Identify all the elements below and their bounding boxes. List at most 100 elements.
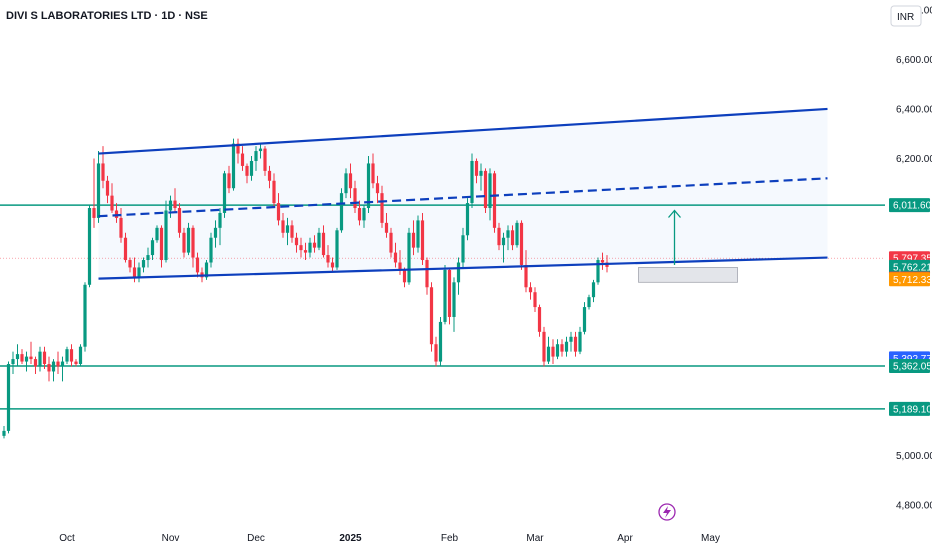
candle-body <box>285 225 290 233</box>
candle <box>389 227 393 258</box>
candle-body <box>326 255 330 263</box>
up-arrow-icon[interactable] <box>668 209 681 265</box>
candle-body <box>443 269 447 322</box>
candle <box>510 225 515 251</box>
candle <box>591 279 596 303</box>
candle-body <box>429 287 434 345</box>
candle-body <box>65 349 69 362</box>
candle <box>290 220 294 243</box>
candle <box>573 331 578 357</box>
candle <box>65 346 69 365</box>
candle-body <box>182 232 186 253</box>
candle <box>182 227 186 258</box>
currency-selector[interactable] <box>890 5 922 27</box>
candle-body <box>240 153 245 166</box>
candle <box>60 356 65 382</box>
candle <box>362 205 366 228</box>
candle-body <box>578 331 582 352</box>
candle <box>515 220 519 248</box>
channel-fill <box>98 108 828 279</box>
candle-body <box>105 180 110 196</box>
candle <box>461 227 465 268</box>
candle-body <box>492 173 497 228</box>
price-zone-box[interactable] <box>638 267 738 283</box>
candle <box>344 168 348 199</box>
candle-body <box>87 208 92 285</box>
candle <box>164 200 168 263</box>
channel-middle-line[interactable] <box>98 177 828 218</box>
candle <box>393 242 398 268</box>
candle-body <box>488 173 492 209</box>
candle <box>128 257 132 273</box>
candles-layer <box>2 138 609 439</box>
candle <box>141 257 146 273</box>
currency-label[interactable]: INR <box>897 12 914 23</box>
candle-body <box>110 195 114 211</box>
candle-body <box>29 356 33 360</box>
candle-body <box>204 262 209 278</box>
candle <box>371 153 375 189</box>
candle-body <box>474 160 479 176</box>
candle <box>308 237 312 258</box>
channel-upper-line[interactable] <box>98 107 828 155</box>
candle <box>168 195 173 218</box>
candle-body <box>348 173 353 189</box>
price-tag: 6,011.60 <box>889 198 932 213</box>
annotations-layer <box>638 209 738 521</box>
candle <box>2 425 6 439</box>
x-tick-label: May <box>701 533 720 544</box>
candle-body <box>209 237 213 263</box>
candle <box>240 146 245 171</box>
candle <box>443 264 447 325</box>
candle <box>447 267 452 325</box>
candle-body <box>389 232 393 253</box>
candle <box>213 220 218 248</box>
candle-body <box>312 242 317 248</box>
candle-body <box>191 227 195 258</box>
candle-body <box>15 354 20 360</box>
candle <box>438 316 443 367</box>
candle <box>357 200 362 226</box>
candle-body <box>465 203 470 236</box>
candle <box>326 245 330 268</box>
candle <box>159 225 164 268</box>
candle-body <box>600 260 605 263</box>
candle <box>74 359 78 367</box>
candle <box>416 215 420 253</box>
candle <box>380 185 384 228</box>
candle <box>407 227 411 285</box>
candle <box>353 180 357 213</box>
candle-body <box>398 262 402 270</box>
candle <box>470 153 474 209</box>
candle-body <box>321 232 326 256</box>
candle <box>366 156 371 213</box>
candle <box>186 222 191 256</box>
candle <box>236 138 240 164</box>
candle <box>87 205 92 288</box>
candle <box>155 225 159 243</box>
event-lightning-icon[interactable] <box>658 503 676 521</box>
candle-body <box>276 203 281 221</box>
candle <box>245 163 249 184</box>
candle <box>20 349 24 365</box>
price-tag: 5,762.21 <box>889 259 932 274</box>
candle <box>285 217 290 246</box>
candle-body <box>119 217 123 238</box>
candle <box>105 175 110 204</box>
candle <box>375 175 380 204</box>
candle-body <box>375 183 380 194</box>
channel-lower-line[interactable] <box>98 256 828 280</box>
candle <box>299 237 303 258</box>
candle-body <box>542 331 546 362</box>
candle-body <box>434 344 438 362</box>
candle-body <box>47 364 51 372</box>
candle <box>492 170 497 233</box>
candle-body <box>515 222 519 246</box>
x-tick-label: Dec <box>247 533 265 544</box>
candle-body <box>173 200 177 209</box>
candle <box>51 359 56 382</box>
candle-body <box>438 321 443 362</box>
candle-body <box>353 188 357 209</box>
candle <box>281 212 285 238</box>
candle-body <box>528 287 533 293</box>
